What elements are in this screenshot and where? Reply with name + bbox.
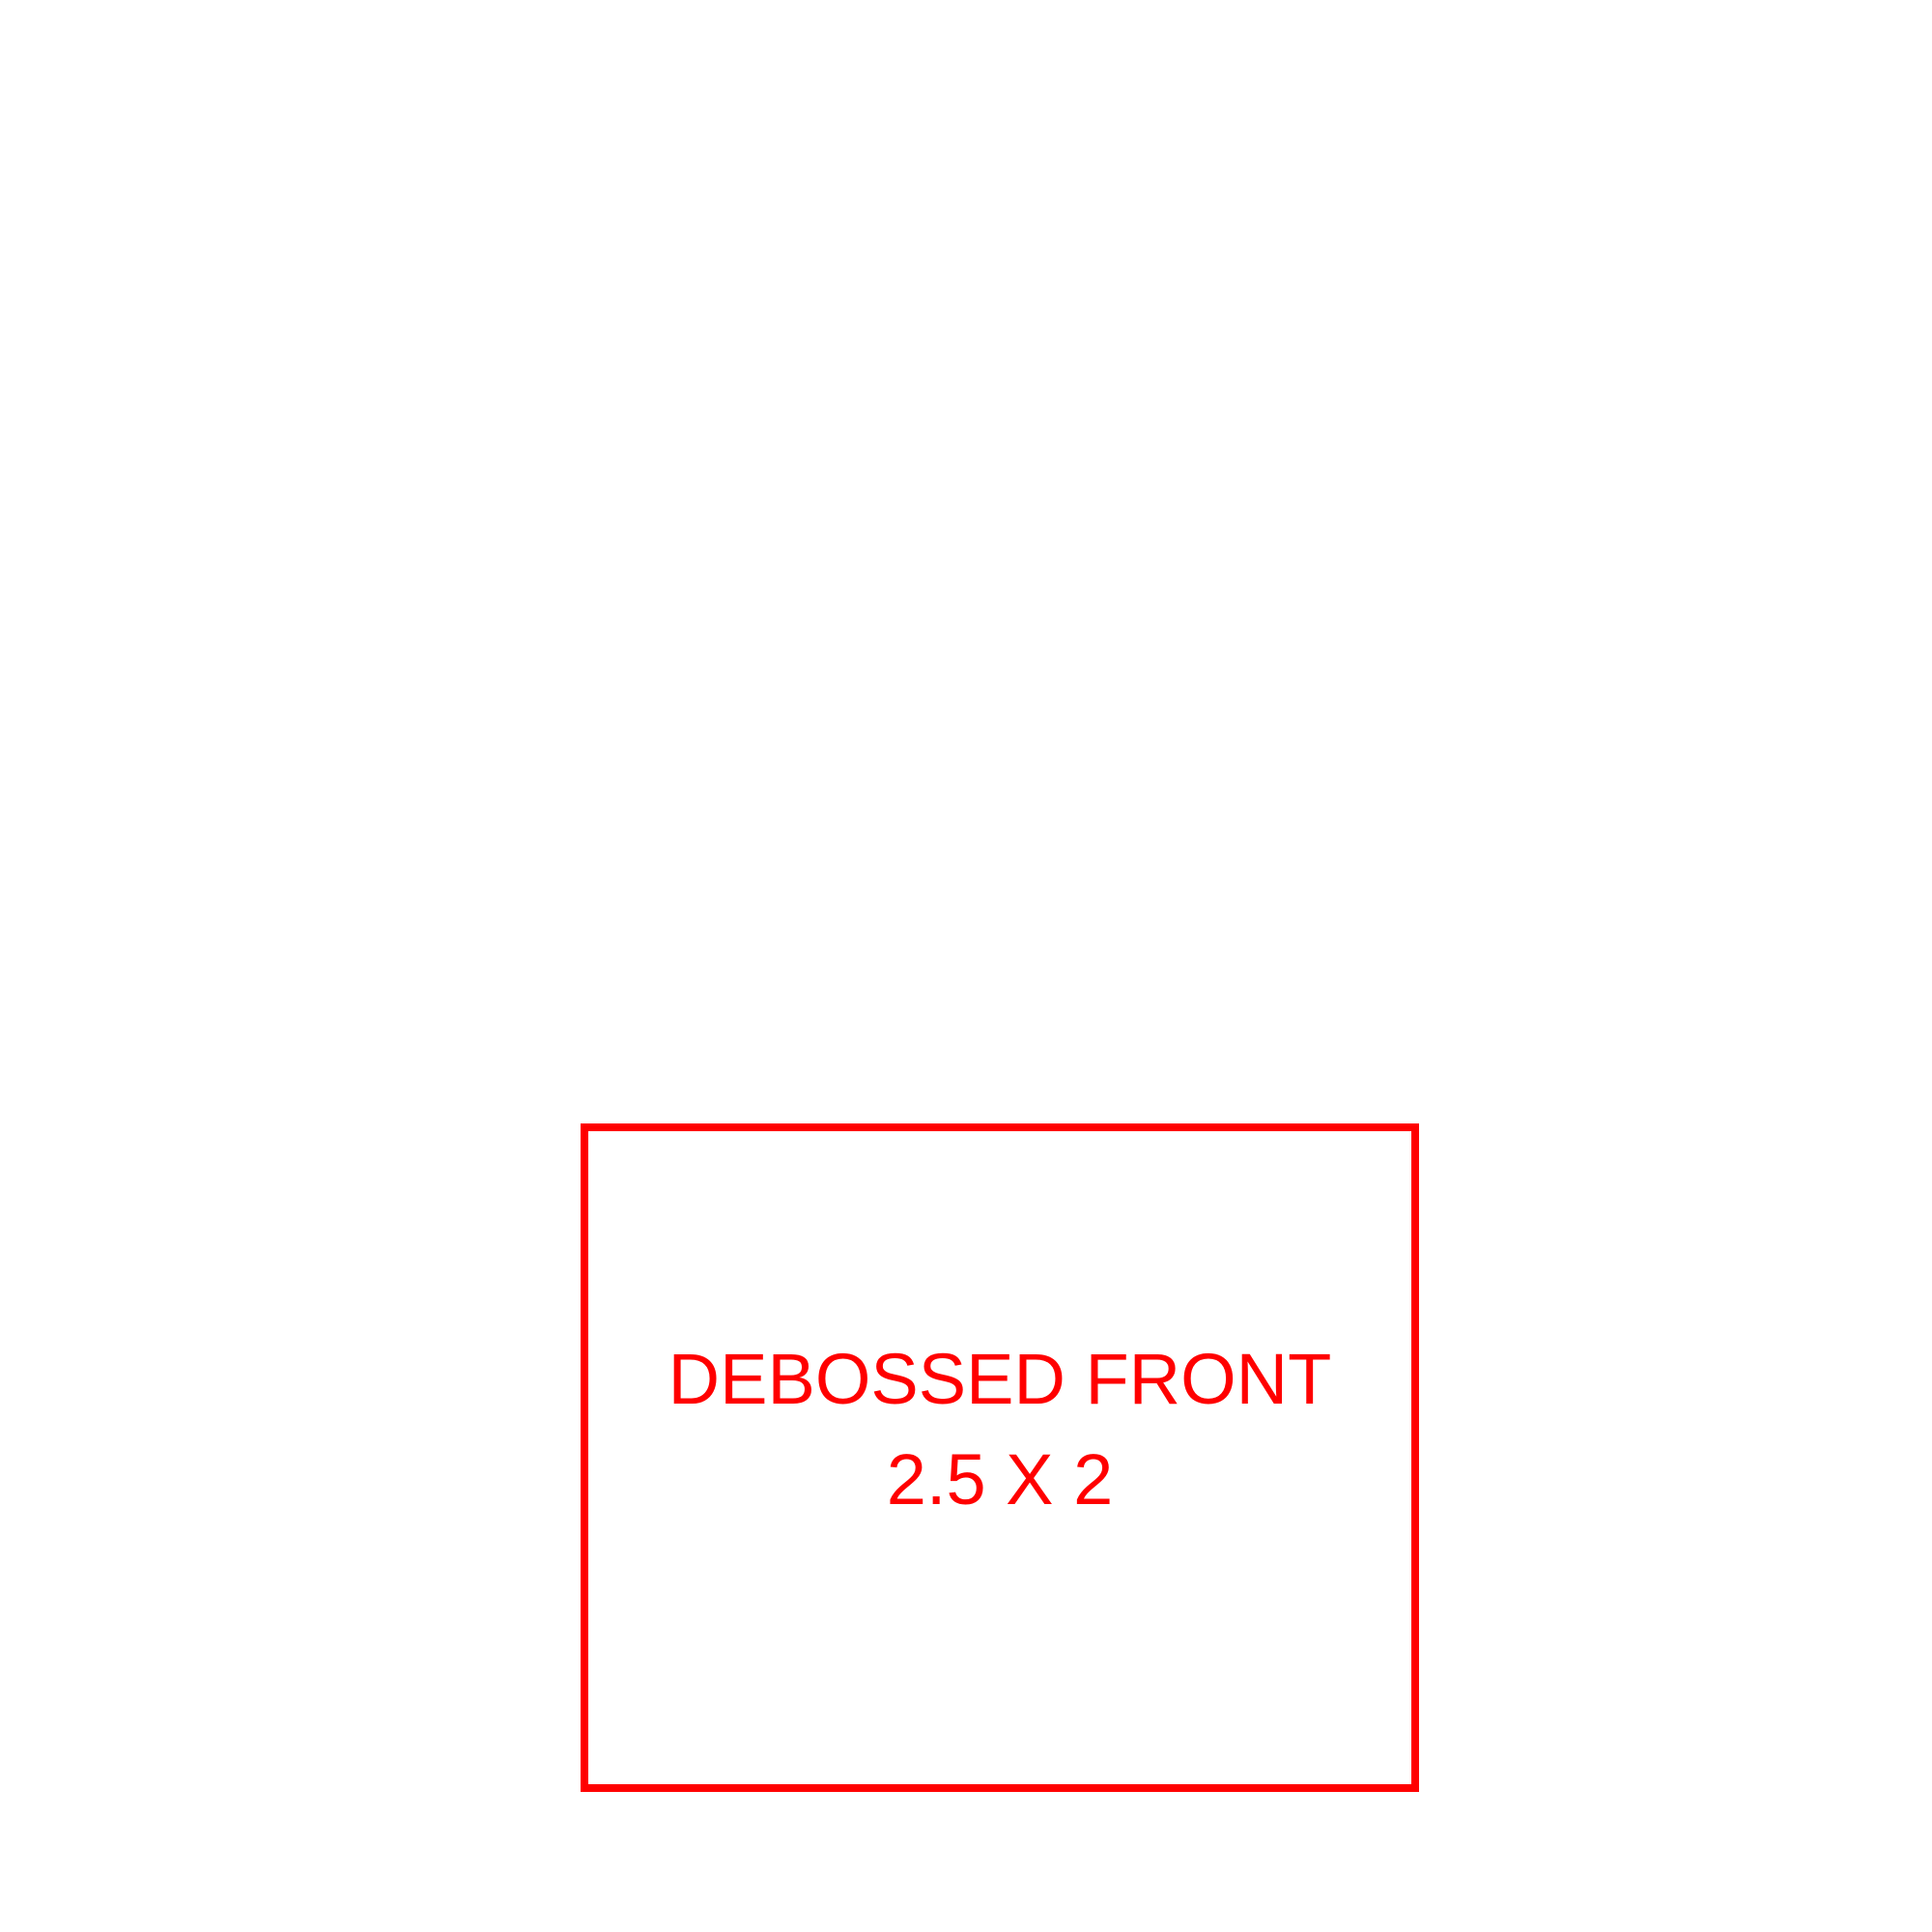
imprint-area-box: DEBOSSED FRONT 2.5 X 2 <box>581 1123 1419 1792</box>
imprint-size-label: 2.5 X 2 <box>886 1439 1114 1520</box>
imprint-method-label: DEBOSSED FRONT <box>668 1339 1332 1419</box>
imprint-label-block: DEBOSSED FRONT 2.5 X 2 <box>668 1329 1332 1530</box>
